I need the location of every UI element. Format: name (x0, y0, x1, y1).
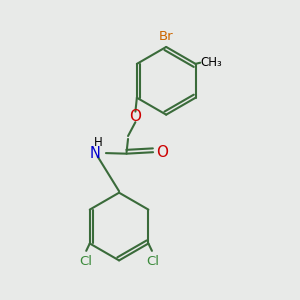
Text: N: N (89, 146, 100, 160)
Text: Cl: Cl (146, 255, 159, 268)
Text: H: H (94, 136, 103, 149)
Text: O: O (157, 145, 169, 160)
Text: O: O (129, 110, 141, 124)
Text: Cl: Cl (79, 255, 92, 268)
Text: CH₃: CH₃ (201, 56, 223, 69)
Text: Br: Br (159, 30, 173, 44)
